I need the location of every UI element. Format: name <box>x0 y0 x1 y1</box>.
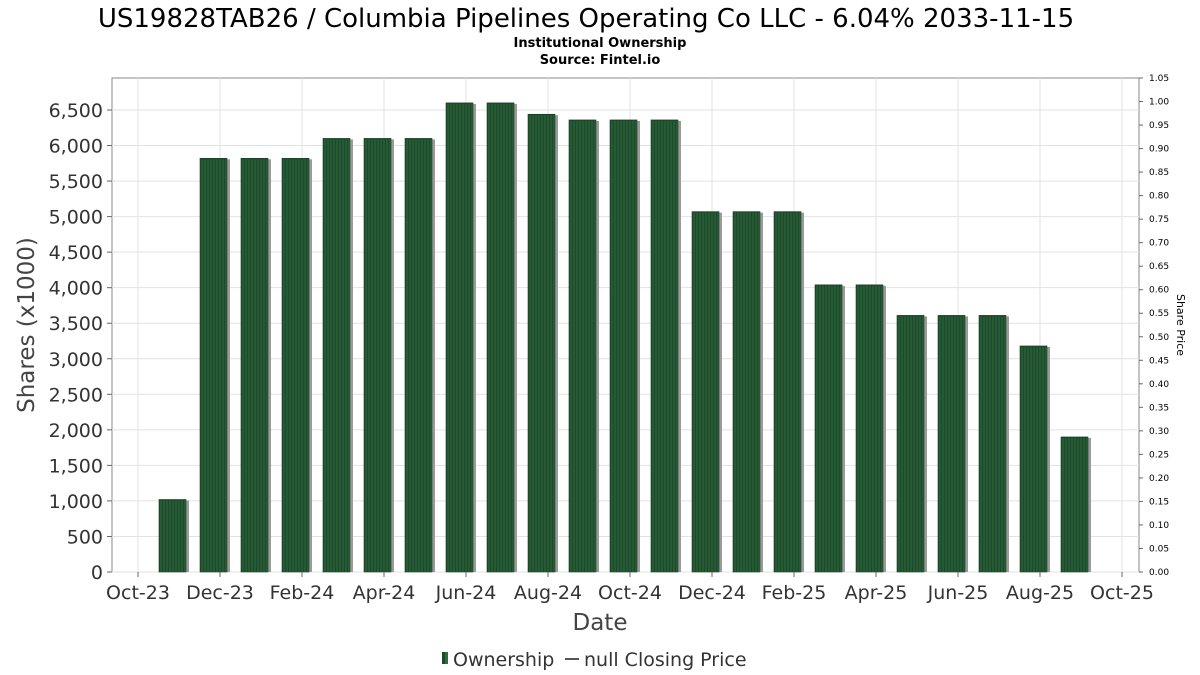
y2-tick-label: 0.45 <box>1149 356 1169 366</box>
y2-tick-label: 0.00 <box>1149 568 1169 578</box>
y-axis-label: Shares (x1000) <box>14 237 40 413</box>
y2-tick-label: 0.15 <box>1149 497 1169 507</box>
y2-axis-ticks: 0.00 0.05 0.10 0.15 0.20 0.25 0.30 0.35 0.40 0.45… <box>1139 74 1169 578</box>
y-tick-label: 1,500 <box>49 455 103 477</box>
y2-tick-label: 0.50 <box>1149 333 1169 343</box>
y2-tick-label: 0.95 <box>1149 121 1169 131</box>
x-tick-label: Aug-24 <box>514 582 582 604</box>
y-tick-label: 2,500 <box>49 384 103 406</box>
x-tick-label: Oct-25 <box>1090 582 1154 604</box>
y2-tick-label: 0.40 <box>1149 380 1169 390</box>
legend-ownership-swatch-shade <box>445 652 448 664</box>
y2-tick-label: 0.75 <box>1149 215 1169 225</box>
y2-tick-label: 0.70 <box>1149 239 1169 249</box>
y2-tick-label: 0.80 <box>1149 192 1169 202</box>
chart-title: US19828TAB26 / Columbia Pipelines Operat… <box>98 4 1074 34</box>
legend-ownership-swatch <box>442 652 445 664</box>
x-axis-label: Date <box>573 610 628 636</box>
y-tick-label: 5,000 <box>49 207 103 229</box>
x-tick-label: Feb-24 <box>270 582 335 604</box>
y2-tick-label: 1.00 <box>1149 98 1169 108</box>
legend-ownership: Ownership <box>453 649 554 671</box>
legend-price: null Closing Price <box>584 649 747 671</box>
y2-axis-label: Share Price <box>1174 294 1187 356</box>
y-tick-label: 0 <box>91 562 103 584</box>
y-tick-label: 6,500 <box>49 100 103 122</box>
y2-tick-label: 0.85 <box>1149 168 1169 178</box>
y2-tick-label: 0.10 <box>1149 521 1169 531</box>
x-tick-label: Jun-24 <box>435 582 497 604</box>
y-tick-label: 3,500 <box>49 313 103 335</box>
y-tick-label: 6,000 <box>49 136 103 158</box>
x-tick-label: Aug-25 <box>1006 582 1074 604</box>
y-tick-label: 1,000 <box>49 491 103 513</box>
y-tick-label: 2,000 <box>49 420 103 442</box>
y2-tick-label: 0.60 <box>1149 286 1169 296</box>
x-tick-label: Apr-25 <box>845 582 908 604</box>
y2-tick-label: 0.55 <box>1149 309 1169 319</box>
chart-subtitle: Institutional Ownership <box>514 36 687 51</box>
y-tick-label: 4,000 <box>49 278 103 300</box>
x-tick-label: Feb-25 <box>762 582 827 604</box>
chart-source: Source: Fintel.io <box>540 53 661 68</box>
x-axis-ticks: Oct-23 Dec-23 Feb-24 Apr-24 Jun-24 Aug-24 Oct-… <box>106 572 1154 604</box>
x-tick-label: Apr-24 <box>353 582 416 604</box>
y2-tick-label: 0.90 <box>1149 145 1169 155</box>
y2-tick-label: 0.25 <box>1149 450 1169 460</box>
legend: Ownership null Closing Price <box>442 649 747 671</box>
x-tick-label: Dec-24 <box>678 582 746 604</box>
y-tick-label: 4,500 <box>49 242 103 264</box>
bars <box>158 102 1091 573</box>
x-tick-label: Jun-25 <box>927 582 989 604</box>
y2-tick-label: 0.05 <box>1149 544 1169 554</box>
y2-tick-label: 0.30 <box>1149 427 1169 437</box>
y2-tick-label: 1.05 <box>1149 74 1169 84</box>
y2-tick-label: 0.20 <box>1149 474 1169 484</box>
y-tick-label: 500 <box>67 526 103 548</box>
x-tick-label: Oct-23 <box>106 582 170 604</box>
y2-tick-label: 0.35 <box>1149 403 1169 413</box>
y2-tick-label: 0.65 <box>1149 262 1169 272</box>
y-axis-ticks: 0 500 1,000 1,500 2,000 2,500 3,000 3,500 4,000 4… <box>49 100 112 584</box>
x-tick-label: Dec-23 <box>186 582 254 604</box>
y-tick-label: 5,500 <box>49 171 103 193</box>
x-tick-label: Oct-24 <box>598 582 662 604</box>
y-tick-label: 3,000 <box>49 349 103 371</box>
